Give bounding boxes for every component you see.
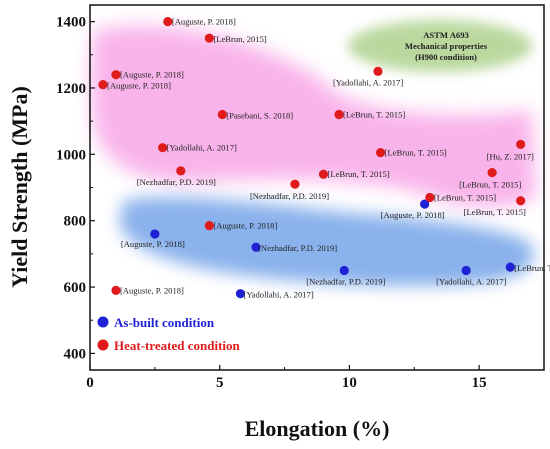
as-built-point [420,199,430,209]
heat-treated-point [217,109,227,120]
as-built-point [150,229,160,239]
legend-marker-as-built [97,316,109,328]
astm-annotation: ASTM A693 Mechanical properties (H900 co… [405,30,488,62]
y-tick-label: 1400 [56,15,86,31]
data-label: [Auguste, P. 2018] [120,70,184,80]
data-label: [Nezhadfar, P.D. 2019] [250,191,329,201]
heat-treated-point [204,221,214,231]
data-label: [Hu, Z. 2017] [487,151,534,161]
astm-zone [348,20,532,72]
x-tick-label: 15 [472,375,487,391]
data-label: [Auguste, P. 2018] [381,210,445,220]
heat-treated-point [158,143,168,153]
y-tick-label: 400 [64,346,87,362]
data-label: [LeBrun, T. 2015] [459,180,521,190]
as-built-point [251,242,261,252]
heat-treated-point [425,192,435,203]
heat-treated-point [111,285,121,295]
heat-treated-zone [90,25,536,208]
y-axis-title: Yield Strength (MPa) [7,86,32,288]
heat-treated-point [204,33,214,43]
astm-line-2: Mechanical properties [405,41,488,51]
x-tick-label: 10 [342,375,357,391]
heat-treated-point [373,66,383,76]
data-label: [Nezhadfar, P.D. 2019] [258,243,337,253]
x-axis-title: Elongation (%) [245,416,390,441]
data-label: [Auguste, P. 2018] [121,239,185,249]
heat-treated-point [375,148,386,158]
data-label: [Pasebani, S. 2018] [226,111,293,121]
data-label: [Nezhadfar, P.D. 2019] [137,177,216,187]
as-built-point [339,265,349,276]
heat-treated-point [176,166,186,176]
legend-marker-heat-treated [97,339,109,351]
y-tick-label: 1000 [56,147,86,163]
heat-treated-point [111,70,121,80]
data-label: [Yadollahi, A. 2017] [243,290,313,300]
data-label: [LeBrun, T. 2015] [343,110,405,120]
legend-label-heat-treated: Heat-treated condition [114,338,241,353]
heat-treated-point [516,196,526,206]
legend: As-built condition Heat-treated conditio… [97,315,241,353]
data-label: [Yadollahi, A. 2017] [333,77,403,87]
data-label: [LeBrun, T. 2015] [464,207,526,217]
as-built-zone [119,197,534,286]
heat-treated-point [318,169,329,179]
heat-treated-point [516,139,526,149]
y-tick-label: 1200 [56,81,86,97]
as-built-point [235,289,246,299]
data-label: [Nezhadfar, P.D. 2019] [306,276,385,286]
y-tick-label: 800 [64,214,87,230]
astm-line-3: (H900 condition) [415,52,477,62]
x-tick-label: 0 [86,375,94,391]
heat-treated-point [487,167,497,178]
data-label: [LeBrun, T. 2015] [327,169,389,179]
y-tick-label: 600 [64,280,87,296]
data-label: [Yadollahi, A. 2017] [167,143,237,153]
legend-label-as-built: As-built condition [114,315,215,330]
heat-treated-point [98,80,108,90]
astm-line-1: ASTM A693 [423,30,469,40]
x-tick-label: 5 [216,375,224,391]
heat-treated-point [334,109,344,120]
as-built-point [505,262,515,272]
data-label: [LeBrun, T. 2015] [514,263,550,273]
data-labels: [Auguste, P. 2018] [Nezhadfar, P.D. 2019]… [107,17,550,300]
data-label: [Auguste, P. 2018] [120,285,184,295]
data-label: [Auguste, P. 2018] [107,81,171,91]
data-label: [LeBrun, 2015] [213,34,267,44]
data-points [98,16,526,299]
data-label: [LeBrun, T. 2015] [434,192,496,202]
data-label: [LeBrun, T. 2015] [385,148,447,158]
data-label: [Auguste, P. 2018] [213,221,277,231]
data-label: [Auguste, P. 2018] [172,17,236,27]
y-axis: 400 600 800 1000 1200 1400 [56,15,95,362]
x-axis: 0 5 10 15 [86,365,487,391]
as-built-point [461,265,471,276]
heat-treated-point [163,16,173,27]
data-label: [Yadollahi, A. 2017] [436,276,506,286]
heat-treated-point [290,179,300,189]
